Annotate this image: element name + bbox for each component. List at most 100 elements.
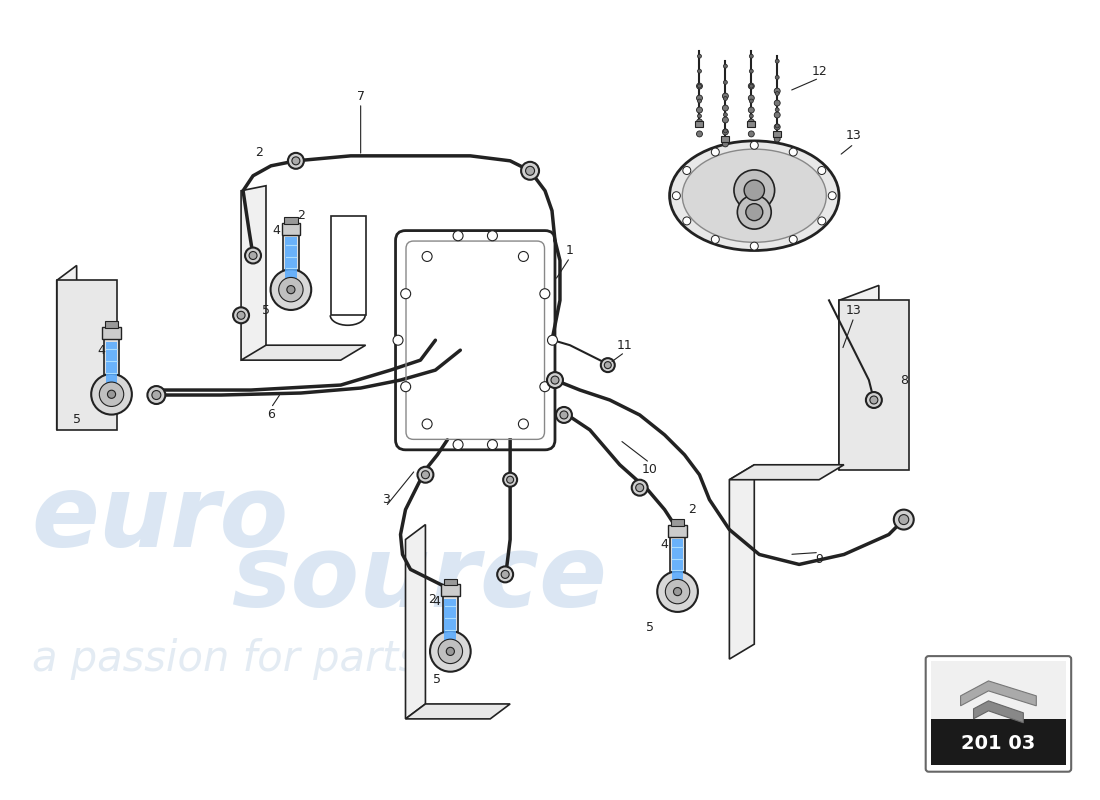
Text: 5: 5 <box>73 414 80 426</box>
Circle shape <box>734 170 774 210</box>
Polygon shape <box>57 266 77 430</box>
Circle shape <box>776 124 779 128</box>
Bar <box>668 525 686 537</box>
Circle shape <box>666 579 690 604</box>
Text: 2: 2 <box>255 146 263 159</box>
Circle shape <box>866 392 882 408</box>
Polygon shape <box>839 286 879 470</box>
Circle shape <box>697 54 702 58</box>
Bar <box>442 596 458 647</box>
Circle shape <box>673 587 682 596</box>
Circle shape <box>748 95 755 101</box>
Circle shape <box>776 75 779 79</box>
Circle shape <box>400 382 410 392</box>
Text: 1: 1 <box>566 244 574 257</box>
Circle shape <box>749 84 754 88</box>
Circle shape <box>540 289 550 298</box>
Polygon shape <box>960 681 1036 706</box>
Circle shape <box>245 247 261 263</box>
Bar <box>103 339 119 390</box>
Circle shape <box>278 278 304 302</box>
Circle shape <box>724 113 727 117</box>
Circle shape <box>697 84 702 88</box>
Text: 12: 12 <box>811 65 827 78</box>
Text: source: source <box>231 531 607 628</box>
Bar <box>839 300 909 470</box>
Circle shape <box>497 566 513 582</box>
Circle shape <box>748 107 755 113</box>
Text: 201 03: 201 03 <box>961 734 1035 753</box>
Circle shape <box>712 235 719 243</box>
Circle shape <box>723 93 728 99</box>
Text: 9: 9 <box>815 553 823 566</box>
Circle shape <box>750 142 758 150</box>
Bar <box>670 537 685 587</box>
Circle shape <box>636 484 644 492</box>
Text: 13: 13 <box>846 130 861 142</box>
Text: 11: 11 <box>617 338 632 352</box>
Circle shape <box>723 117 728 123</box>
Bar <box>931 661 1066 722</box>
Circle shape <box>487 440 497 450</box>
Circle shape <box>503 473 517 486</box>
Bar <box>284 217 298 223</box>
Circle shape <box>828 192 836 200</box>
Circle shape <box>817 217 826 225</box>
Circle shape <box>271 270 311 310</box>
Circle shape <box>152 390 161 399</box>
Bar <box>695 121 704 127</box>
Circle shape <box>672 192 680 200</box>
Circle shape <box>422 251 432 262</box>
Circle shape <box>292 157 300 165</box>
Circle shape <box>748 83 755 89</box>
Circle shape <box>540 382 550 392</box>
Bar <box>444 599 456 645</box>
Text: 5: 5 <box>646 621 653 634</box>
Circle shape <box>870 396 878 404</box>
Polygon shape <box>729 465 844 480</box>
Bar <box>282 222 300 234</box>
Circle shape <box>631 480 648 496</box>
Circle shape <box>749 54 754 58</box>
Circle shape <box>657 571 697 612</box>
Circle shape <box>683 217 691 225</box>
Circle shape <box>894 510 914 530</box>
Circle shape <box>724 80 727 84</box>
Circle shape <box>547 372 563 388</box>
Circle shape <box>560 411 568 419</box>
Polygon shape <box>729 465 755 659</box>
Circle shape <box>696 119 703 125</box>
Circle shape <box>750 242 758 250</box>
Polygon shape <box>974 701 1023 722</box>
Circle shape <box>697 99 702 103</box>
Circle shape <box>696 107 703 113</box>
Text: 2: 2 <box>297 209 305 222</box>
Circle shape <box>723 105 728 111</box>
Circle shape <box>723 141 728 147</box>
Text: 7: 7 <box>356 90 365 102</box>
Circle shape <box>487 230 497 241</box>
Text: 4: 4 <box>98 344 106 357</box>
Bar <box>773 131 781 137</box>
Polygon shape <box>241 186 266 360</box>
Circle shape <box>774 136 780 142</box>
Bar <box>104 322 119 328</box>
Circle shape <box>233 307 249 323</box>
Bar <box>102 327 121 339</box>
Circle shape <box>737 195 771 229</box>
Bar <box>747 121 756 127</box>
Text: 13: 13 <box>846 304 861 317</box>
Text: euro: euro <box>32 471 289 568</box>
Circle shape <box>422 419 432 429</box>
Circle shape <box>746 204 762 221</box>
Bar <box>57 281 117 430</box>
Circle shape <box>453 230 463 241</box>
Polygon shape <box>241 345 365 360</box>
Circle shape <box>447 647 454 655</box>
Circle shape <box>774 100 780 106</box>
Bar <box>443 578 458 586</box>
Circle shape <box>521 162 539 180</box>
Text: 4: 4 <box>272 224 279 237</box>
Circle shape <box>697 69 702 73</box>
Circle shape <box>418 466 433 482</box>
